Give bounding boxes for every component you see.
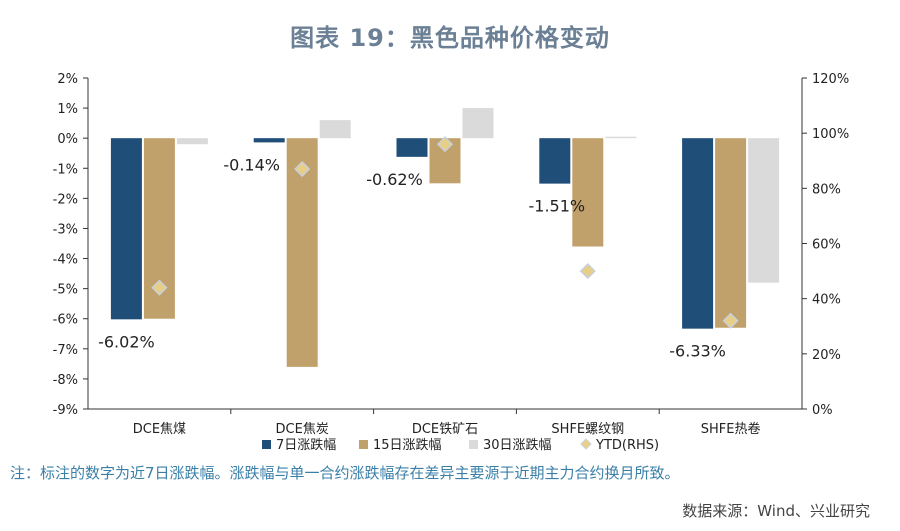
category-label: DCE铁矿石 [412, 422, 478, 437]
legend-label: 30日涨跌幅 [483, 437, 552, 453]
data-source: 数据来源：Wind、兴业研究 [682, 502, 870, 520]
category-label: DCE焦煤 [133, 422, 186, 437]
legend-swatch-ytd [580, 438, 592, 450]
left-tick-label: 2% [57, 72, 78, 87]
data-label-7d: -6.33% [669, 342, 726, 361]
bar-15d [572, 138, 604, 247]
ytd-marker [579, 263, 596, 280]
ytd-marker [722, 312, 739, 329]
bar-30d [462, 108, 494, 139]
chart-note: 注：标注的数字为近7日涨跌幅。涨跌幅与单一合约涨跌幅存在差异主要源于近期主力合约… [10, 464, 680, 482]
category-label: DCE焦炭 [276, 422, 329, 437]
data-label-7d: -0.62% [366, 170, 423, 189]
right-tick-label: 120% [812, 72, 849, 87]
left-tick-label: -6% [53, 313, 78, 328]
bar-15d [715, 138, 747, 328]
legend-swatch [262, 440, 271, 449]
left-tick-label: -3% [53, 222, 78, 237]
right-tick-label: 40% [812, 293, 841, 308]
bar-7d [682, 138, 714, 329]
left-tick-label: -8% [53, 373, 78, 388]
data-label-7d: -6.02% [98, 332, 155, 351]
ytd-marker [151, 279, 168, 296]
ytd-marker [436, 136, 454, 153]
left-tick-label: -4% [53, 253, 78, 268]
bar-7d [110, 138, 142, 320]
right-tick-label: 0% [812, 403, 833, 418]
legend-label: YTD(RHS) [595, 438, 659, 453]
right-tick-label: 100% [812, 127, 849, 142]
bar-30d [176, 138, 208, 145]
legend-swatch [359, 440, 368, 449]
bar-30d [605, 136, 637, 139]
legend-label: 15日涨跌幅 [373, 437, 442, 453]
legend-swatch [469, 440, 478, 449]
bar-7d [539, 138, 571, 184]
left-tick-label: -2% [53, 192, 78, 207]
ytd-marker [294, 160, 311, 178]
left-tick-label: -7% [53, 343, 78, 358]
category-label: SHFE热卷 [701, 421, 761, 437]
data-label-7d: -0.14% [223, 155, 280, 174]
bar-30d [748, 138, 780, 283]
chart-title: 图表 19：黑色品种价格变动 [290, 24, 610, 52]
category-label: SHFE螺纹钢 [551, 422, 624, 437]
bar-30d [319, 120, 351, 139]
left-tick-label: -5% [53, 283, 78, 298]
left-tick-label: 0% [57, 132, 78, 147]
left-tick-label: -1% [53, 162, 78, 177]
bar-7d [253, 138, 285, 143]
left-tick-label: -9% [53, 403, 78, 418]
data-label-7d: -1.51% [528, 197, 585, 216]
right-tick-label: 80% [812, 182, 841, 197]
right-tick-label: 60% [812, 238, 841, 253]
left-tick-label: 1% [57, 102, 78, 117]
legend-label: 7日涨跌幅 [276, 437, 336, 453]
right-tick-label: 20% [812, 348, 841, 363]
bar-7d [396, 138, 428, 157]
